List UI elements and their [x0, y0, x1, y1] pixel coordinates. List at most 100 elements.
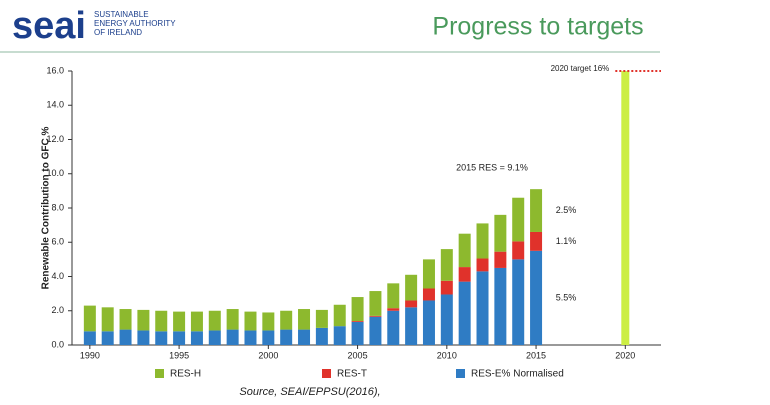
legend-label: RES-E% Normalised	[471, 369, 564, 380]
bar-segment	[315, 327, 328, 345]
bar-segment	[101, 331, 114, 345]
value-label: 2.5%	[556, 205, 577, 215]
y-tick-label: 10.0	[46, 168, 64, 178]
bar-segment	[476, 223, 489, 259]
bar-segment	[440, 294, 453, 345]
bar-segment	[119, 309, 132, 330]
x-tick-label: 2010	[437, 350, 457, 360]
target-bar	[621, 71, 630, 345]
bar-segment	[405, 300, 418, 308]
bar-segment	[83, 305, 96, 332]
target-label: 2020 target 16%	[551, 64, 610, 73]
bar-segment	[101, 307, 114, 332]
value-label: 1.1%	[556, 236, 577, 246]
x-tick-label: 1995	[169, 350, 189, 360]
x-tick-label: 2005	[348, 350, 368, 360]
bar-segment	[369, 315, 382, 317]
y-tick-label: 16.0	[46, 65, 64, 75]
annotation: 2015 RES = 9.1%	[456, 162, 528, 172]
bar-segment	[405, 274, 418, 301]
legend-swatch	[322, 369, 331, 378]
bar-segment	[262, 312, 275, 331]
y-tick-label: 14.0	[46, 100, 64, 110]
x-tick-label: 2000	[258, 350, 278, 360]
bar-segment	[262, 330, 275, 345]
x-tick-label: 2020	[615, 350, 635, 360]
bar-segment	[226, 329, 239, 345]
bar-segment	[387, 308, 400, 311]
chart-title: Progress to targets	[432, 13, 643, 41]
logo-text: OF IRELAND	[94, 28, 142, 37]
source: Source, SEAI/EPPSU(2016),	[239, 386, 380, 398]
legend-label: RES-H	[170, 369, 201, 380]
bar-segment	[244, 311, 257, 331]
bar-segment	[333, 326, 346, 345]
y-axis-label: Renewable Contribution to GFC %	[41, 127, 52, 290]
bar-segment	[280, 329, 293, 345]
bar-segment	[476, 258, 489, 272]
value-label: 5.5%	[556, 292, 577, 302]
bar-segment	[155, 331, 168, 345]
bar-segment	[512, 197, 525, 242]
y-tick-label: 8.0	[51, 202, 64, 212]
bar-segment	[315, 309, 328, 328]
bar-segment	[494, 267, 507, 345]
bar-segment	[137, 330, 150, 345]
bar-segment	[173, 331, 186, 345]
bar-segment	[208, 310, 221, 331]
bar-segment	[173, 311, 186, 332]
bar-segment	[512, 259, 525, 345]
bar-segment	[458, 267, 471, 282]
bar-segment	[208, 330, 221, 345]
bar-segment	[119, 329, 132, 345]
y-tick-label: 12.0	[46, 134, 64, 144]
bar-segment	[351, 321, 364, 322]
logo: seai	[12, 5, 86, 47]
bar-segment	[369, 291, 382, 316]
bar-segment	[405, 307, 418, 345]
y-tick-label: 6.0	[51, 237, 64, 247]
bar-segment	[351, 321, 364, 345]
legend-swatch	[456, 369, 465, 378]
x-tick-label: 2015	[526, 350, 546, 360]
bar-segment	[244, 330, 257, 345]
bar-segment	[387, 310, 400, 345]
logo-text: SUSTAINABLE	[94, 10, 149, 19]
bar-segment	[530, 231, 543, 251]
bar-segment	[422, 259, 435, 289]
bar-segment	[422, 288, 435, 301]
x-tick-label: 1990	[80, 350, 100, 360]
bar-segment	[369, 316, 382, 345]
bar-segment	[298, 309, 311, 330]
bar-segment	[83, 331, 96, 345]
bar-segment	[530, 250, 543, 345]
bar-segment	[458, 281, 471, 345]
y-tick-label: 2.0	[51, 305, 64, 315]
bar-segment	[387, 283, 400, 309]
logo-text: ENERGY AUTHORITY	[94, 19, 176, 28]
bar-segment	[190, 331, 203, 345]
bar-segment	[280, 310, 293, 330]
bar-segment	[458, 233, 471, 268]
bar-segment	[155, 310, 168, 332]
legend-label: RES-T	[337, 369, 367, 380]
bar-segment	[226, 309, 239, 330]
y-tick-label: 4.0	[51, 271, 64, 281]
bar-segment	[422, 300, 435, 345]
bar-segment	[476, 271, 489, 345]
y-tick-label: 0.0	[51, 339, 64, 349]
bar-segment	[137, 309, 150, 331]
bar-segment	[333, 304, 346, 327]
bar-segment	[190, 311, 203, 332]
bar-segment	[298, 329, 311, 345]
bar-segment	[494, 251, 507, 268]
bar-segment	[440, 280, 453, 295]
bar-segment	[440, 249, 453, 281]
legend-swatch	[155, 369, 164, 378]
bar-segment	[512, 241, 525, 260]
bar-segment	[494, 214, 507, 252]
bar-segment	[530, 189, 543, 232]
bar-segment	[351, 297, 364, 322]
